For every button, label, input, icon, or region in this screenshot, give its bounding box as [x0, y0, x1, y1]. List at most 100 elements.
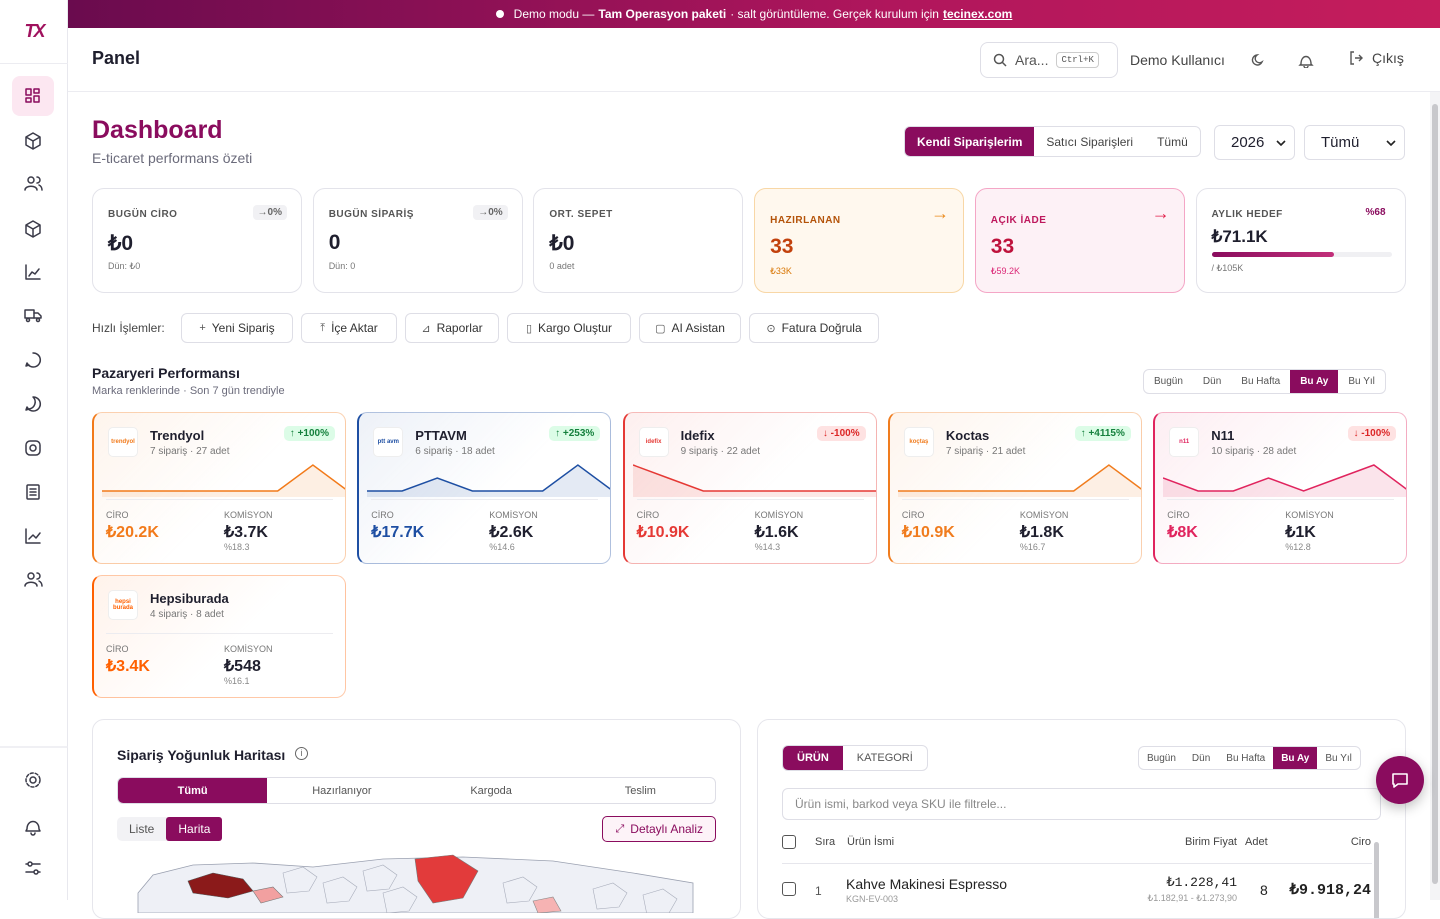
search-shortcut: Ctrl+K: [1056, 52, 1099, 68]
status-tab[interactable]: Hazırlanıyor: [312, 784, 372, 797]
quick-action[interactable]: ⤒ İçe Aktar: [301, 313, 397, 343]
nav-products[interactable]: [25, 132, 41, 150]
view-option[interactable]: Liste: [129, 822, 155, 836]
nav-stock[interactable]: [25, 220, 41, 238]
scope-tab[interactable]: Tümü: [1157, 134, 1188, 149]
chat-icon: [1392, 773, 1408, 788]
kpi-sub: 0 adet: [549, 261, 575, 271]
chevron: [1276, 139, 1286, 146]
nav-messages[interactable]: [25, 396, 42, 412]
sparkline-line: [897, 464, 1141, 492]
quick-action-icon: ⤒: [320, 321, 326, 334]
nav-dashboard[interactable]: [25, 88, 40, 103]
scope-tab[interactable]: Kendi Siparişlerim: [905, 127, 1035, 156]
period-tab[interactable]: Bugün: [1154, 376, 1183, 387]
brand-meta: 4 sipariş · 8 adet: [150, 609, 224, 620]
quick-action[interactable]: ⊙ Fatura Doğrula: [749, 313, 879, 343]
ciro-label: CİRO: [901, 510, 925, 520]
map-border: [282, 866, 318, 894]
divider: [1167, 499, 1395, 500]
theme-toggle[interactable]: [1250, 52, 1266, 68]
banner-rest: · salt görüntüleme. Gerçek kurulum için: [730, 7, 939, 21]
kpi-sub: ₺33K: [770, 266, 792, 276]
period-tab[interactable]: Bu Ay: [1290, 370, 1339, 393]
period-tab[interactable]: Bu Hafta: [1226, 752, 1266, 764]
nav-users[interactable]: [24, 572, 43, 587]
scope-tab[interactable]: Satıcı Siparişleri: [1046, 134, 1134, 149]
logo[interactable]: TX: [0, 0, 68, 64]
marketplace-card[interactable]: hepsi burada Hepsiburada 4 sipariş · 8 ade…: [92, 575, 346, 698]
banner-link[interactable]: tecinex.com: [942, 7, 1013, 21]
brand-logo: n11: [1169, 427, 1200, 457]
commission-label: KOMİSYON: [754, 510, 804, 520]
brand-meta: 7 sipariş · 27 adet: [150, 446, 230, 457]
product-filter[interactable]: Ürün ismi, barkod veya SKU ile filtrele.…: [782, 788, 1381, 820]
search-placeholder: Ara...: [1015, 52, 1049, 68]
marketplace-card[interactable]: trendyol Trendyol 7 sipariş · 27 adet ↑ +10…: [92, 412, 346, 564]
nav-notifications[interactable]: [25, 820, 41, 836]
heatmap-panel: Sipariş Yoğunluk Haritası i Tümü Hazırlanıy…: [92, 719, 741, 919]
sparkline-area: [367, 465, 611, 497]
nav-reports[interactable]: [25, 264, 41, 280]
quick-action[interactable]: ⊿ Raporlar: [405, 313, 499, 343]
period-tab[interactable]: Bu Ay: [1273, 747, 1318, 769]
marketplace-card[interactable]: koçtaş Koctas 7 sipariş · 21 adet ↑ +4115% C…: [887, 412, 1142, 564]
kpi-change: →0%: [473, 205, 508, 220]
kpi-sub: / ₺105K: [1211, 263, 1244, 273]
status-select[interactable]: Tümü: [1304, 125, 1405, 160]
row-ciro: ₺9.918,24: [1289, 882, 1371, 899]
commission-rate: %18.3: [224, 542, 250, 552]
marketplace-card[interactable]: n11 N11 10 sipariş · 28 adet ↓ -100% CİRO ₺8K…: [1153, 412, 1408, 564]
kpi-card: BUGÜN CİRO →0% ₺0 Dün: ₺0: [92, 188, 302, 293]
brand-meta: 10 sipariş · 28 adet: [1211, 446, 1297, 457]
scroll-thumb[interactable]: [1432, 104, 1438, 884]
quick-action[interactable]: ▢ AI Asistan: [639, 313, 741, 343]
marketplace-subtitle: Marka renklerinde · Son 7 gün trendiyle: [92, 385, 285, 397]
nav-active[interactable]: [12, 76, 54, 116]
marketplace-card[interactable]: idefix Idefix 9 sipariş · 22 adet ↓ -100% Cİ…: [622, 412, 877, 564]
kpi-card: ORT. SEPET ₺0 0 adet: [533, 188, 744, 293]
period-tab[interactable]: Bu Yıl: [1325, 752, 1352, 764]
product-tab[interactable]: KATEGORİ: [856, 752, 913, 764]
scrollbar: [1430, 92, 1440, 900]
nav-customers[interactable]: [24, 176, 43, 191]
quick-action[interactable]: + Yeni Sipariş: [181, 313, 293, 343]
kpi-card: AÇIK İADE → 33 ₺59.2K: [974, 188, 1185, 293]
chat-button[interactable]: [1376, 756, 1424, 804]
brand-name: Trendyol: [150, 428, 205, 443]
quick-action[interactable]: ▯ Kargo Oluştur: [507, 313, 631, 343]
row-checkbox[interactable]: [782, 882, 796, 896]
nav-instagram[interactable]: [25, 440, 41, 456]
period-tab[interactable]: Bugün: [1147, 752, 1176, 764]
period-tab[interactable]: Bu Yıl: [1348, 376, 1375, 387]
commission-rate: %14.6: [489, 542, 515, 552]
status-tab[interactable]: Tümü: [118, 778, 268, 803]
notifications[interactable]: [1298, 52, 1314, 68]
marketplace-card[interactable]: ptt avm PTTAVM 6 sipariş · 18 adet ↑ +253% C…: [357, 412, 612, 564]
quick-action-label: Kargo Oluştur: [538, 321, 613, 335]
logout[interactable]: Çıkış: [1348, 50, 1404, 66]
status-tab[interactable]: Kargoda: [470, 784, 512, 797]
status-tab[interactable]: Teslim: [624, 784, 656, 797]
nav-shipping[interactable]: [24, 309, 42, 323]
commission-label: KOMİSYON: [1285, 510, 1334, 520]
nav-invoices[interactable]: [26, 484, 40, 500]
select-all[interactable]: [782, 835, 796, 849]
period-tab[interactable]: Dün: [1202, 376, 1222, 387]
nav-preferences[interactable]: [25, 861, 41, 875]
nav-settings[interactable]: [25, 772, 41, 788]
view-option[interactable]: Harita: [166, 817, 223, 841]
detail-button[interactable]: ⤢ Detaylı Analiz: [602, 816, 716, 842]
row-price-range: ₺1.182,91 - ₺1.273,90: [1147, 893, 1237, 903]
period-tab[interactable]: Bu Hafta: [1241, 376, 1281, 387]
ciro-label: CİRO: [636, 510, 660, 520]
product-tab[interactable]: ÜRÜN: [783, 746, 843, 770]
period-tab[interactable]: Dün: [1191, 752, 1211, 764]
year-select[interactable]: 2026: [1214, 125, 1295, 160]
search-box[interactable]: Ara... Ctrl+K: [980, 42, 1118, 78]
commission-rate: %12.8: [1285, 542, 1311, 552]
nav-support[interactable]: [25, 352, 42, 368]
user-name[interactable]: Demo Kullanıcı: [1130, 52, 1225, 68]
nav-analytics[interactable]: [25, 528, 41, 544]
